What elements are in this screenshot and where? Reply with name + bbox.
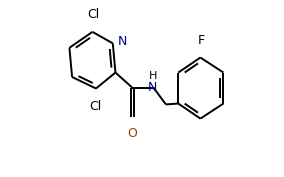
Text: H: H (149, 71, 157, 81)
Text: Cl: Cl (89, 100, 101, 113)
Text: N: N (148, 81, 157, 94)
Text: F: F (198, 34, 205, 47)
Text: O: O (127, 127, 137, 140)
Text: N: N (118, 35, 127, 48)
Text: Cl: Cl (87, 8, 99, 21)
